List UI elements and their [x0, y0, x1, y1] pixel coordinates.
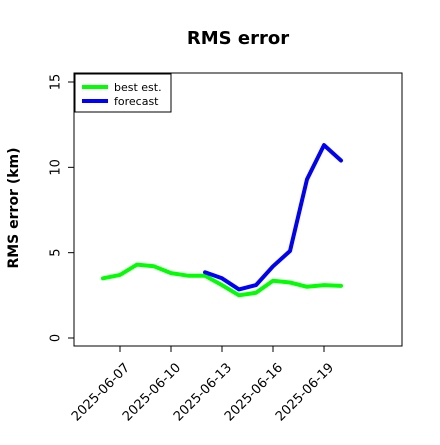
legend: best est. forecast: [74, 73, 172, 113]
plot-area-frame: [73, 72, 403, 347]
y-tick-label-10: 10: [49, 159, 64, 176]
y-axis: 0 5 10 15: [49, 74, 74, 342]
y-axis-label: RMS error (km): [6, 147, 22, 268]
y-tick-label-5: 5: [49, 249, 64, 257]
series-line-forecast: [203, 143, 343, 292]
legend-label-forecast: forecast: [114, 95, 159, 108]
legend-label-best-est: best est.: [114, 81, 162, 94]
x-axis: 2025-06-072025-06-102025-06-132025-06-16…: [69, 346, 337, 424]
chart-title: RMS error: [187, 28, 289, 49]
legend-box: [74, 73, 172, 113]
y-tick-label-0: 0: [49, 334, 64, 342]
series-line-best-est: [101, 262, 343, 298]
series-lines: [101, 143, 343, 298]
y-tick-label-15: 15: [49, 74, 64, 91]
